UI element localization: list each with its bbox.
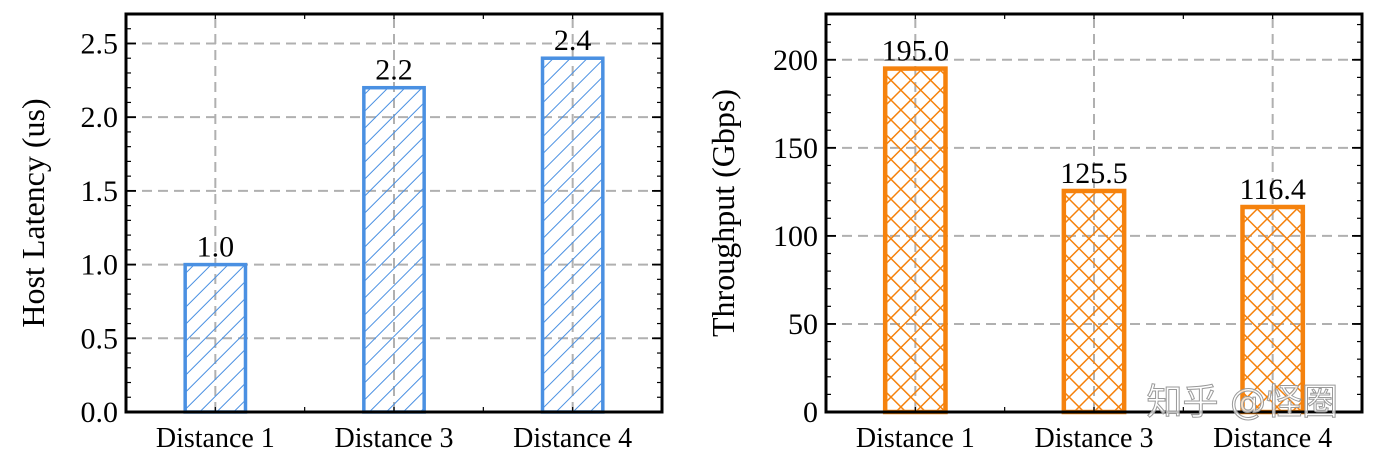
data-label: 125.5 xyxy=(1060,157,1128,190)
y-tick-label: 0.0 xyxy=(81,396,119,429)
x-tick-label: Distance 1 xyxy=(156,423,275,454)
data-label: 2.4 xyxy=(554,24,592,57)
data-label: 2.2 xyxy=(375,54,413,87)
chart-2: 195.0 Distance 1 125.5 Distance 3 116.4 Dista… xyxy=(705,12,1364,454)
y-axis-label: Host Latency (us) xyxy=(15,98,51,327)
bar xyxy=(362,85,426,414)
x-tick-label: Distance 4 xyxy=(1213,423,1332,454)
y-tick-label: 0.5 xyxy=(81,322,119,355)
y-tick-label: 1.5 xyxy=(81,175,119,208)
y-tick-label: 0 xyxy=(803,396,818,429)
plot-frame xyxy=(124,12,664,414)
bar xyxy=(1240,204,1306,415)
y-tick-label: 150 xyxy=(773,132,818,165)
y-tick-label: 2.0 xyxy=(81,101,119,134)
chart-1: 1.0 Distance 1 2.2 Distance 3 2.4 Distance 4 0… xyxy=(15,12,664,454)
x-tick-label: Distance 4 xyxy=(513,423,632,454)
x-tick-label: Distance 3 xyxy=(1035,423,1154,454)
y-axis-label: Throughput (Gbps) xyxy=(705,89,741,337)
bar xyxy=(540,56,605,414)
bar xyxy=(183,262,248,414)
bar xyxy=(882,66,948,415)
bar xyxy=(1061,188,1127,415)
watermark-logo: 知乎 @怪圈 xyxy=(1147,382,1338,423)
y-tick-label: 1.0 xyxy=(81,249,119,282)
x-tick-label: Distance 3 xyxy=(335,423,454,454)
y-tick-label: 200 xyxy=(773,44,818,77)
data-label: 195.0 xyxy=(882,35,950,68)
y-tick-label: 100 xyxy=(773,220,818,253)
plot-frame xyxy=(824,12,1364,414)
data-label: 1.0 xyxy=(197,231,235,264)
y-tick-label: 50 xyxy=(788,308,818,341)
y-tick-label: 2.5 xyxy=(81,27,119,60)
data-label: 116.4 xyxy=(1239,173,1305,206)
x-tick-label: Distance 1 xyxy=(856,423,975,454)
